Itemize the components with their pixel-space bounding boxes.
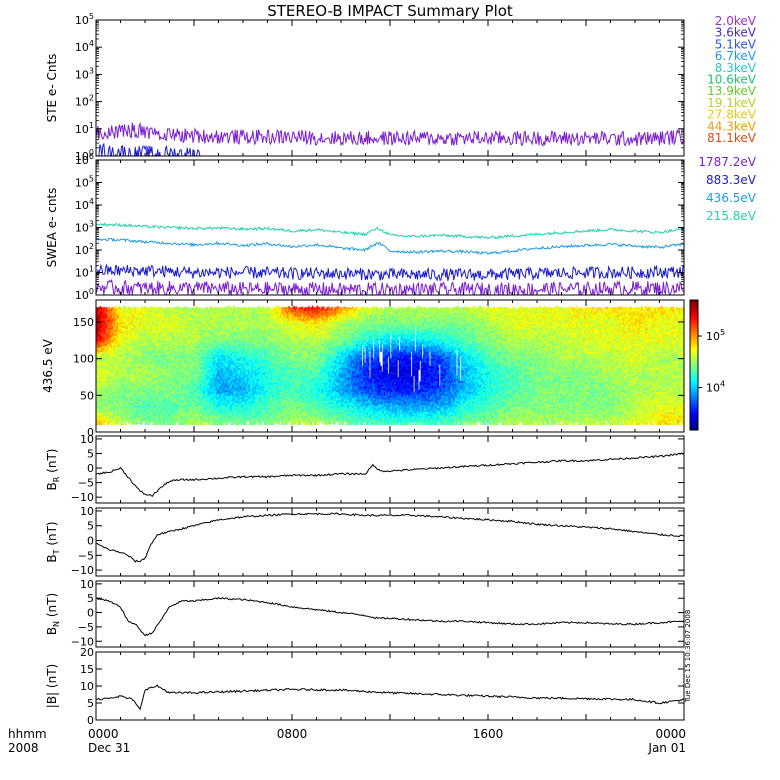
y-tick-label: 104 [75,39,94,54]
series-line [96,238,684,254]
date-tick-label: Dec 31 [88,741,130,755]
legend-entry: 436.5eV [706,191,757,205]
y-tick-label: 105 [75,12,94,27]
y-tick-label: 5 [87,520,94,533]
plot-title: STEREO-B IMPACT Summary Plot [267,2,513,20]
series-line [96,123,684,146]
time-axis-row-label: hhmm [8,727,47,741]
panel-frame [96,436,684,503]
legend-entry: 883.3eV [706,173,757,187]
panel-frame [96,652,684,720]
time-tick-label: 0000 [655,727,686,741]
panel-5: −10 −50 5 10 BT (nT) [45,505,684,577]
y-tick-label: 0 [87,462,94,475]
legend-entry: 81.1keV [707,131,757,145]
y-axis-label: BR (nT) [45,449,61,491]
series-line [96,223,684,239]
series-line [96,597,684,635]
heatmap-colorbar: 104 105 [690,300,725,431]
y-tick-label: 0 [87,535,94,548]
y-tick-label: −5 [78,477,94,490]
y-tick-label: 50 [80,389,94,402]
creation-stamp: Tue Dec 15 10:36:07 2008 [684,610,692,704]
y-tick-label: 10 [80,680,94,693]
y-tick-label: −10 [71,564,94,577]
series-line [96,265,684,281]
y-tick-label: 103 [75,66,94,81]
colorbar-tick-label: 104 [706,380,725,395]
panel-2: 100 101 102 103 104 105 106 SWEA e- cnts [45,152,684,302]
series-line [96,685,684,709]
panel-frame [96,508,684,576]
time-tick-label: 1600 [473,727,504,741]
legend-entry: 1787.2eV [698,155,756,169]
y-tick-label: 103 [75,220,94,235]
legend-entry: 215.8eV [706,209,757,223]
panel-7: 0 5 10 15 20 |B| (nT) [45,646,684,727]
y-tick-label: 150 [73,316,94,329]
series-line [96,453,684,496]
y-tick-label: 5 [87,592,94,605]
colorbar-tick-label: 105 [706,328,725,343]
time-tick-label: 0800 [277,727,308,741]
y-tick-label: 0 [87,607,94,620]
date-tick-label: Jan 01 [647,741,686,755]
y-axis-label: BT (nT) [45,521,61,562]
ste-energy-legend: 2.0keV3.6keV5.1keV6.7keV8.3keV10.6keV13.… [707,14,757,145]
panel-4: −10−5 0 510 BR (nT) [45,433,684,504]
y-tick-label: 15 [80,663,94,676]
y-tick-label: 105 [75,175,94,190]
y-tick-label: −10 [71,491,94,504]
time-axis-row-label: 2008 [8,741,39,755]
y-tick-label: 0 [87,714,94,727]
y-tick-label: 20 [80,646,94,659]
y-tick-label: −5 [78,549,94,562]
y-axis-label: 436.5 eV [41,338,55,393]
y-tick-label: 10 [80,578,94,591]
y-tick-label: 102 [75,242,94,257]
y-tick-label: 10 [80,505,94,518]
panel-frame [96,581,684,647]
y-tick-label: 100 [75,287,94,302]
y-tick-label: 104 [75,197,94,212]
y-tick-label: 101 [75,121,94,136]
y-axis-label: |B| (nT) [45,664,59,708]
y-tick-label: 100 [73,353,94,366]
y-tick-label: 5 [87,447,94,460]
y-tick-label: 106 [75,152,94,167]
time-tick-label: 0000 [88,727,119,741]
y-tick-label: 5 [87,697,94,710]
y-tick-label: 101 [75,265,94,280]
y-axis-label: STE e- Cnts [45,54,59,123]
series-line [96,513,684,562]
panel-frame [96,160,684,295]
y-tick-label: 10 [80,433,94,446]
swea-energy-legend: 1787.2eV 883.3eV 436.5eV 215.8eV [698,155,756,223]
series-line [96,144,201,161]
y-tick-label: −5 [78,621,94,634]
y-axis-label: BN (nT) [45,593,61,635]
y-axis-label: SWEA e- cnts [45,188,59,268]
y-tick-label: 102 [75,94,94,109]
